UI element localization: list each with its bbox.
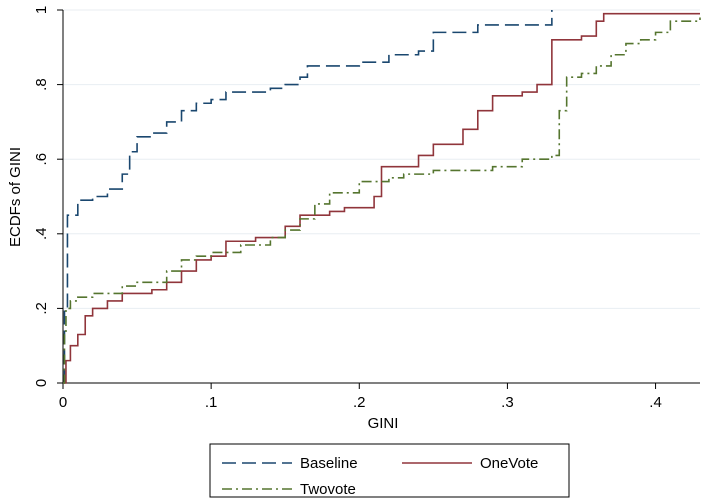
legend-box	[209, 443, 570, 498]
x-tick-label: .4	[649, 394, 662, 411]
x-tick-label: .3	[501, 394, 514, 411]
ecdf-line	[63, 17, 701, 384]
y-tick-label: .8	[33, 78, 50, 91]
x-tick-label: .2	[353, 394, 366, 411]
y-tick-label: .4	[33, 228, 50, 241]
legend-label: Baseline	[300, 455, 358, 472]
ecdf-line	[63, 10, 553, 384]
y-tick-label: .6	[33, 153, 50, 166]
y-tick-label: 0	[33, 379, 50, 387]
x-tick-label: 0	[59, 394, 67, 411]
y-tick-label: .2	[33, 302, 50, 315]
legend-label: OneVote	[480, 455, 538, 472]
ecdf-line	[63, 12, 700, 384]
x-axis-title: GINI	[368, 415, 399, 432]
legend-label: Twovote	[300, 481, 356, 498]
y-tick-label: 1	[33, 6, 50, 14]
x-tick-label: .1	[205, 394, 218, 411]
y-axis-title: ECDFs of GINI	[7, 147, 24, 247]
